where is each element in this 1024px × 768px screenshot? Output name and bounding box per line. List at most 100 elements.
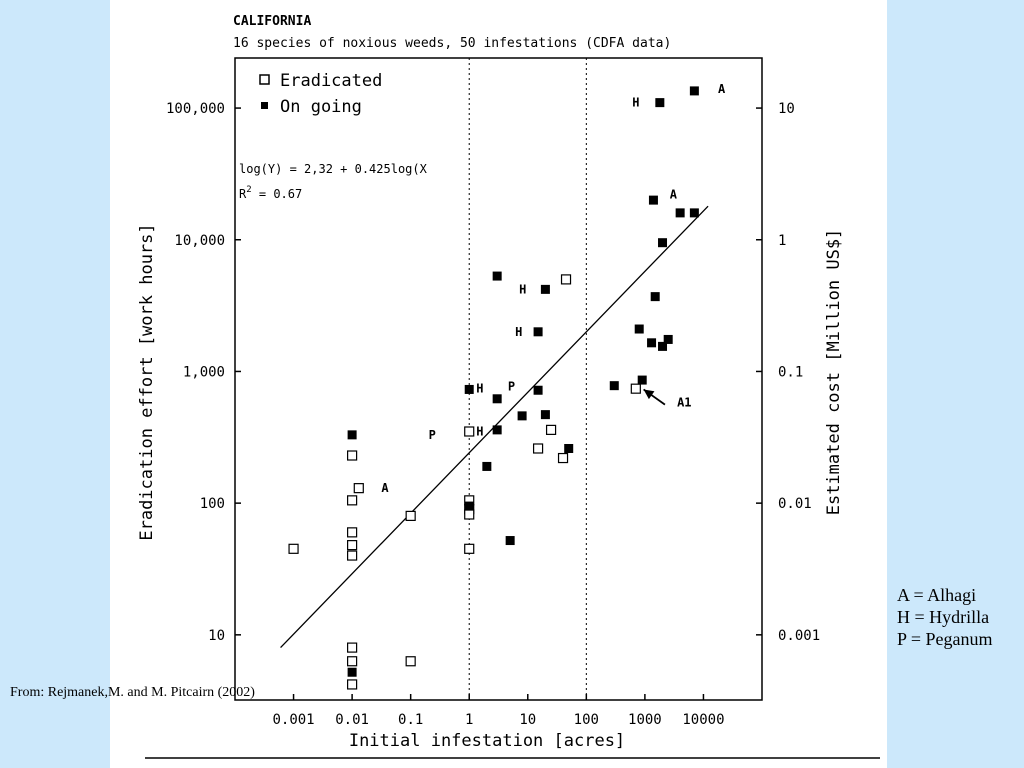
point-annotations: H H P A P H H A H A A1 — [381, 82, 726, 495]
eradicated-point — [288, 543, 299, 554]
ongoing-point — [663, 334, 673, 344]
species-annotation: H — [632, 96, 639, 110]
y-tick-label: 100,000 — [166, 101, 225, 117]
species-annotation: H — [476, 424, 483, 438]
ongoing-point — [533, 327, 543, 337]
legend-label-ongoing: On going — [280, 97, 362, 117]
y-tick-label: 10,000 — [174, 233, 225, 249]
source-citation: From: Rejmanek,M. and M. Pitcairn (2002) — [10, 685, 255, 700]
ongoing-point — [347, 667, 357, 677]
eradicated-point — [347, 642, 358, 653]
eradicated-point — [347, 495, 358, 506]
eradicated-point — [464, 509, 475, 520]
ongoing-point — [564, 443, 574, 453]
eradicated-point — [560, 274, 572, 285]
y2-tick-label: 0.1 — [778, 364, 803, 380]
eradicated-point — [464, 543, 475, 554]
species-annotation: A1 — [677, 396, 691, 410]
ongoing-point — [517, 411, 527, 421]
ongoing-point — [650, 292, 660, 302]
eradicated-point — [464, 426, 475, 437]
species-key-peganum: P = Peganum — [897, 629, 993, 649]
ongoing-point — [482, 461, 492, 471]
ongoing-point — [505, 536, 515, 546]
ongoing-point — [658, 238, 668, 248]
species-key: A = Alhagi H = Hydrilla P = Peganum — [897, 584, 992, 650]
species-key-hydrilla: H = Hydrilla — [897, 607, 990, 627]
species-annotation: A — [718, 82, 726, 96]
regression-equation: log(Y) = 2,32 + 0.425log(X — [239, 162, 428, 176]
x-tick-label: 10 — [519, 712, 536, 728]
y2-axis-label: Estimated cost [Million US$] — [824, 229, 844, 516]
ongoing-point — [609, 381, 619, 391]
y-tick-label: 100 — [200, 496, 225, 512]
x-tick-label: 0.001 — [272, 712, 314, 728]
ongoing-point — [540, 284, 550, 294]
ongoing-point — [689, 86, 699, 96]
species-annotation: H — [515, 325, 522, 339]
ongoing-point — [533, 385, 543, 395]
chart-subtitle: 16 species of noxious weeds, 50 infestat… — [233, 36, 671, 51]
chart-title: CALIFORNIA — [233, 14, 311, 29]
r-squared-value: = 0.67 — [252, 187, 303, 201]
eradicated-point — [630, 383, 641, 394]
ongoing-point — [492, 425, 502, 435]
eradicated-point — [405, 656, 416, 667]
y2-tick-label: 0.001 — [778, 628, 820, 644]
r-squared: R2 = 0.67 — [239, 185, 302, 201]
eradicated-point — [347, 540, 358, 551]
eradicated-point — [347, 450, 358, 461]
eradicated-point — [405, 510, 416, 522]
data-points — [288, 86, 699, 690]
annotation-arrowhead — [643, 389, 655, 400]
y2-tick-label: 10 — [778, 101, 795, 117]
eradicated-point — [353, 483, 364, 494]
ongoing-point — [689, 208, 699, 218]
y-tick-label: 1,000 — [183, 364, 225, 380]
legend-marker-eradicated — [259, 74, 270, 85]
legend-marker-ongoing — [261, 102, 268, 109]
eradicated-point — [557, 452, 569, 464]
y-tick-label: 10 — [208, 628, 225, 644]
x-tick-label: 100 — [574, 712, 599, 728]
ongoing-point — [540, 410, 550, 420]
eradicated-point — [347, 656, 358, 667]
eradicated-point — [347, 550, 358, 561]
r-squared-symbol: R — [239, 187, 247, 201]
x-tick-label: 1 — [465, 712, 473, 728]
axes: 0.001 0.01 0.1 1 10 100 1000 10000 10 100 1,000 10,… — [166, 57, 820, 728]
ongoing-point — [647, 338, 657, 348]
ongoing-point — [634, 324, 644, 334]
species-annotation: A — [670, 188, 678, 202]
ongoing-point — [464, 384, 474, 394]
species-annotation: H — [519, 282, 526, 296]
ongoing-point — [637, 375, 647, 385]
y-axis-label: Eradication effort [work hours] — [137, 223, 157, 540]
y2-tick-label: 1 — [778, 233, 786, 249]
x-tick-label: 0.01 — [335, 712, 369, 728]
slide-panel — [110, 0, 887, 768]
x-axis-label: Initial infestation [acres] — [349, 731, 625, 751]
ongoing-point — [492, 271, 502, 281]
ongoing-point — [655, 98, 665, 108]
eradicated-point — [347, 527, 358, 538]
species-key-alhagi: A = Alhagi — [897, 585, 977, 605]
species-annotation: P — [429, 428, 436, 442]
y2-tick-label: 0.01 — [778, 496, 812, 512]
ongoing-point — [464, 501, 474, 511]
ongoing-point — [492, 394, 502, 404]
legend: Eradicated On going — [259, 71, 382, 117]
x-tick-label: 10000 — [682, 712, 724, 728]
ongoing-point — [658, 341, 668, 351]
ongoing-point — [675, 208, 685, 218]
ongoing-point — [648, 195, 658, 205]
x-tick-label: 1000 — [628, 712, 662, 728]
plot-frame — [234, 57, 763, 701]
species-annotation: A — [381, 481, 389, 495]
ongoing-point — [347, 430, 357, 440]
legend-label-eradicated: Eradicated — [280, 71, 382, 91]
eradicated-point — [545, 424, 557, 435]
species-annotation: P — [508, 379, 515, 393]
species-annotation: H — [476, 382, 483, 396]
